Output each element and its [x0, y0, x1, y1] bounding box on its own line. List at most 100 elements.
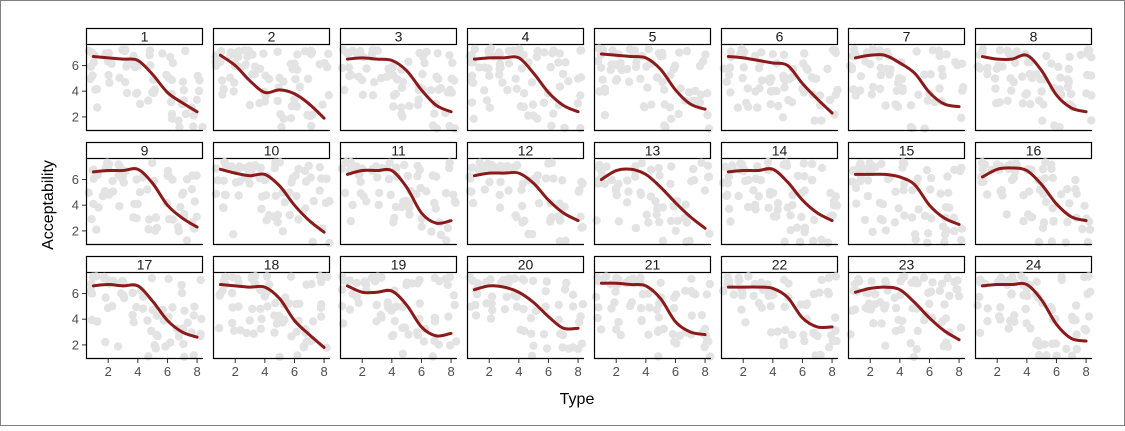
- point: [441, 188, 451, 198]
- point: [616, 330, 625, 340]
- point: [624, 187, 633, 196]
- point: [192, 212, 201, 221]
- point: [631, 223, 641, 233]
- point: [323, 272, 332, 282]
- point: [293, 351, 302, 360]
- point: [809, 236, 818, 246]
- point: [676, 84, 685, 93]
- point: [637, 316, 646, 325]
- point: [597, 166, 606, 175]
- strip-box-20: [466, 255, 585, 274]
- strip-label-6: 6: [776, 29, 784, 45]
- point: [944, 188, 953, 197]
- point: [194, 86, 204, 96]
- point: [667, 216, 676, 226]
- point: [940, 230, 950, 239]
- point: [652, 73, 662, 82]
- points-8: [973, 45, 1096, 132]
- point: [1072, 189, 1081, 198]
- point: [1023, 57, 1033, 67]
- point: [654, 164, 663, 173]
- point: [1042, 351, 1051, 360]
- strip-label-1: 1: [141, 29, 149, 45]
- point: [936, 189, 945, 198]
- point: [229, 87, 238, 96]
- point: [763, 158, 773, 167]
- strip-label-5: 5: [649, 29, 657, 45]
- point: [957, 113, 966, 123]
- point: [863, 176, 873, 185]
- point: [431, 204, 440, 213]
- point: [212, 164, 221, 173]
- point: [128, 310, 137, 320]
- x-tick-label: 6: [291, 364, 298, 379]
- point: [654, 352, 663, 361]
- point: [467, 50, 476, 60]
- point: [304, 161, 313, 171]
- point: [923, 96, 932, 105]
- point: [591, 292, 601, 302]
- point: [153, 331, 162, 341]
- point: [294, 215, 303, 224]
- point: [749, 186, 758, 195]
- point: [725, 63, 735, 72]
- point: [1050, 121, 1059, 130]
- strip-label-13: 13: [645, 143, 661, 159]
- point: [600, 110, 610, 120]
- x-tick-label: 4: [1023, 364, 1030, 379]
- point: [1084, 272, 1093, 281]
- point: [630, 46, 639, 55]
- point: [659, 324, 668, 334]
- point: [443, 223, 453, 233]
- point: [488, 306, 497, 315]
- smooth-line-6: [726, 55, 834, 115]
- point: [574, 187, 583, 196]
- point: [911, 235, 920, 244]
- smooth-line-20: [472, 284, 580, 331]
- point: [400, 160, 409, 170]
- point: [681, 286, 690, 295]
- point: [480, 185, 489, 194]
- point: [430, 109, 439, 118]
- point: [848, 306, 857, 315]
- point: [529, 341, 538, 350]
- point: [531, 306, 540, 316]
- x-axis-title: Type: [560, 391, 595, 408]
- point: [878, 200, 888, 209]
- point: [255, 64, 265, 74]
- point: [631, 172, 640, 181]
- point: [943, 342, 953, 351]
- point: [87, 289, 97, 298]
- point: [180, 306, 189, 315]
- point: [192, 171, 201, 180]
- strip-label-8: 8: [1030, 29, 1038, 45]
- point: [480, 63, 489, 72]
- point: [672, 339, 681, 348]
- point: [778, 113, 788, 122]
- point: [413, 161, 422, 171]
- point: [724, 70, 734, 80]
- point: [998, 191, 1007, 200]
- point: [503, 274, 513, 284]
- point: [229, 230, 238, 239]
- panel-12: 12: [465, 141, 587, 246]
- point: [749, 291, 758, 300]
- point: [527, 78, 537, 87]
- point: [1010, 311, 1019, 320]
- point: [272, 319, 281, 328]
- point: [1063, 217, 1072, 227]
- panel-22: 222 4 6 8: [718, 255, 841, 379]
- point: [445, 163, 454, 173]
- point: [1038, 165, 1048, 174]
- strip-box-17: [85, 255, 204, 274]
- point: [561, 58, 570, 67]
- point: [189, 351, 198, 360]
- point: [614, 317, 623, 327]
- point: [345, 48, 354, 57]
- point: [135, 188, 145, 197]
- point: [900, 179, 909, 188]
- point: [558, 69, 568, 79]
- x-tick-label: 6: [926, 364, 933, 379]
- point: [273, 47, 282, 56]
- point: [121, 77, 130, 87]
